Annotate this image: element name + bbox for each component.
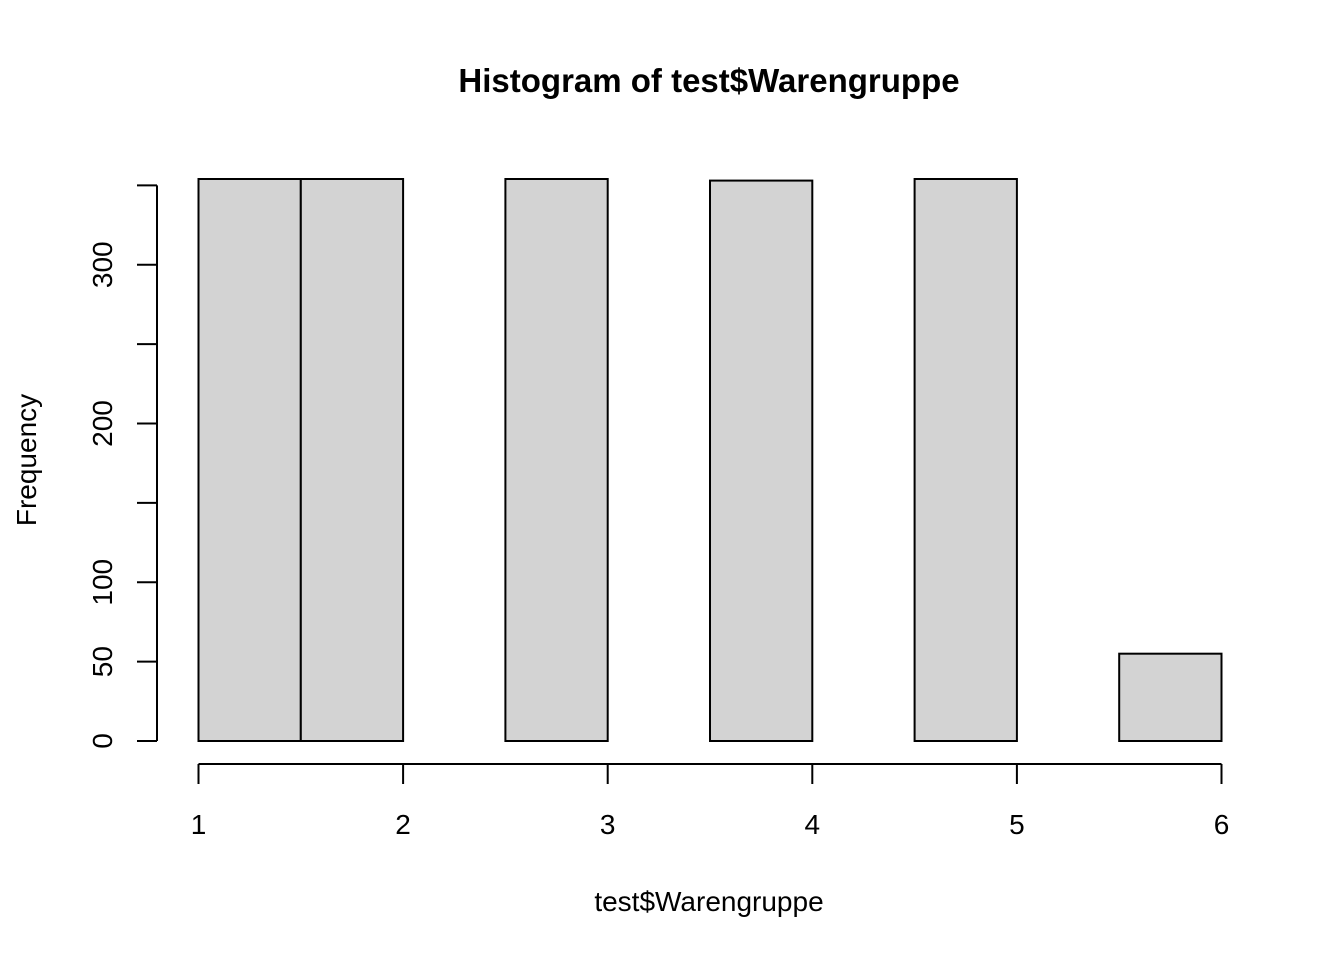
- x-axis-label: test$Warengruppe: [594, 886, 823, 917]
- bars-group: [197, 178, 1223, 742]
- x-tick-label: 2: [395, 809, 411, 840]
- x-tick-label: 5: [1009, 809, 1025, 840]
- x-tick-label: 4: [805, 809, 821, 840]
- histogram-bar-4: [504, 178, 609, 742]
- x-tick-label: 1: [191, 809, 207, 840]
- histogram-bar-8: [913, 178, 1018, 742]
- y-tick-label: 100: [87, 559, 118, 606]
- y-axis-label: Frequency: [11, 394, 42, 526]
- y-tick-label: 50: [87, 646, 118, 677]
- x-tick-label: 3: [600, 809, 616, 840]
- x-axis: 1 2 3 4 5 6: [191, 763, 1230, 840]
- y-axis: 0 50 100 200 300: [87, 184, 158, 749]
- y-tick-label: 0: [87, 733, 118, 749]
- histogram-bar-2: [299, 178, 405, 742]
- x-tick-label: 6: [1214, 809, 1230, 840]
- histogram-bar-10: [1118, 652, 1223, 742]
- histogram-bar-6: [709, 179, 814, 742]
- histogram-bar-1: [197, 178, 302, 742]
- y-tick-label: 300: [87, 241, 118, 288]
- y-tick-label: 200: [87, 400, 118, 447]
- chart-title: Histogram of test$Warengruppe: [458, 62, 959, 99]
